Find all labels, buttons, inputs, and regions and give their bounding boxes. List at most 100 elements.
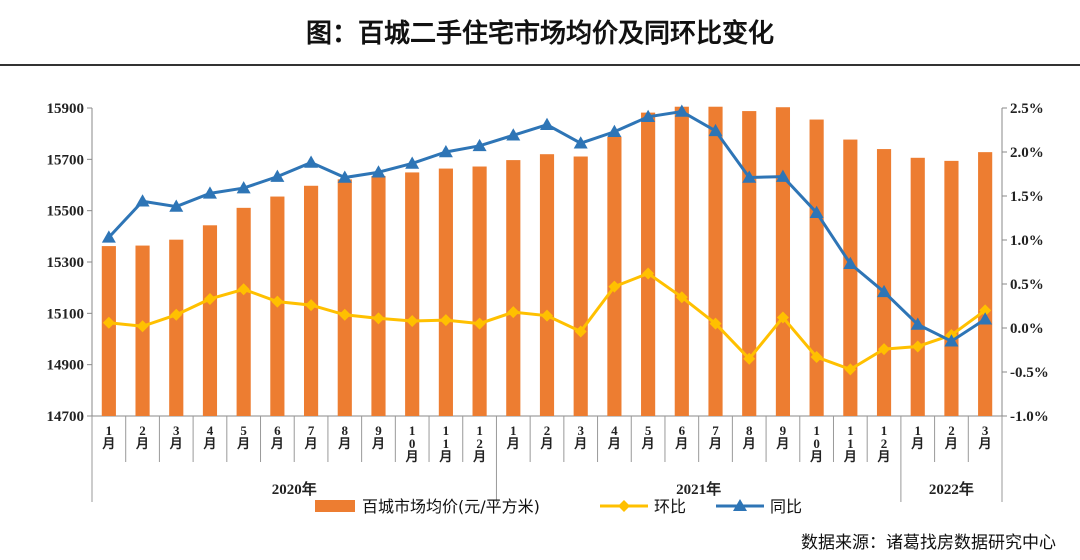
bar bbox=[607, 136, 622, 416]
mom-point bbox=[507, 306, 520, 319]
yoy-point bbox=[708, 123, 723, 137]
yoy-point bbox=[978, 312, 993, 325]
bar bbox=[539, 154, 555, 416]
bar bbox=[674, 106, 689, 416]
y-right-tick-label: 0.5% bbox=[1010, 277, 1044, 293]
mom-point bbox=[170, 308, 183, 321]
yoy-point bbox=[742, 170, 757, 183]
mom-point bbox=[406, 314, 419, 327]
bar bbox=[506, 160, 521, 416]
yoy-point bbox=[674, 104, 689, 117]
y-left-tick-label: 14700 bbox=[47, 409, 85, 425]
mom-point bbox=[271, 295, 284, 308]
legend-swatch-bar bbox=[315, 500, 355, 512]
bar bbox=[843, 139, 858, 416]
year-label: 2022年 bbox=[929, 480, 974, 498]
bar bbox=[169, 239, 184, 416]
bar bbox=[910, 157, 925, 416]
mom-point bbox=[776, 311, 789, 324]
bar bbox=[236, 207, 251, 416]
title-divider bbox=[0, 64, 1080, 66]
bar bbox=[742, 111, 757, 416]
x-axis-labels: 1 月 2 月 3 月 4 月 5 月 6 月 7 月 8 月 9 月 1 0 月 1 1 月 1 2 月 1 月 2 月 3 月 4 月 5 月 6 月 7… bbox=[91, 416, 1003, 502]
yoy-point bbox=[135, 194, 150, 207]
bar bbox=[202, 225, 218, 416]
yoy-point bbox=[573, 136, 588, 149]
bar bbox=[876, 149, 892, 417]
y-right-tick-label: 1.5% bbox=[1010, 189, 1044, 205]
y-left-tick-label: 15700 bbox=[47, 152, 85, 168]
mom-point bbox=[810, 351, 823, 364]
yoy-point bbox=[809, 205, 824, 218]
yoy-point bbox=[641, 109, 656, 123]
year-label: 2021年 bbox=[676, 480, 721, 498]
y-right-tick-label: 2.0% bbox=[1010, 145, 1044, 161]
y-left-tick-label: 14900 bbox=[47, 358, 85, 374]
mom-point bbox=[338, 308, 351, 321]
yoy-point bbox=[910, 317, 925, 330]
bar bbox=[944, 160, 959, 416]
y-left-tick-label: 15100 bbox=[47, 306, 85, 322]
mom-point bbox=[574, 325, 587, 338]
yoy-point bbox=[337, 170, 352, 183]
bar bbox=[438, 168, 453, 416]
mom-point bbox=[844, 363, 857, 376]
bar bbox=[573, 156, 588, 416]
mom-point bbox=[237, 283, 250, 296]
combo-chart: 14700 14900 15100 15300 15500 15700 15900 -1.0%… bbox=[47, 101, 1049, 516]
year-label: 2020年 bbox=[272, 480, 317, 498]
y-left-tick-label: 15300 bbox=[47, 255, 85, 271]
y-left-tick-label: 15900 bbox=[47, 101, 85, 117]
mom-point bbox=[439, 314, 452, 327]
yoy-point bbox=[775, 169, 790, 182]
yoy-point bbox=[371, 165, 386, 178]
legend-label-bar: 百城市场均价(元/平方米) bbox=[362, 497, 540, 516]
mom-point bbox=[372, 312, 385, 325]
yoy-point bbox=[843, 256, 858, 270]
yoy-point bbox=[607, 124, 622, 138]
yoy-point bbox=[304, 155, 319, 168]
mom-point bbox=[203, 292, 216, 305]
yoy-point bbox=[202, 186, 217, 199]
yoy-point bbox=[944, 334, 959, 347]
yoy-point bbox=[270, 169, 285, 182]
bar bbox=[809, 119, 824, 417]
y-right-tick-label: 2.5% bbox=[1010, 101, 1044, 117]
mom-point bbox=[305, 299, 318, 312]
legend-label-mom: 环比 bbox=[654, 497, 686, 516]
yoy-point bbox=[472, 138, 487, 152]
yoy-point bbox=[506, 128, 521, 141]
bar bbox=[337, 179, 352, 416]
chart-title: 图：百城二手住宅市场均价及同环比变化 bbox=[305, 19, 774, 49]
bar bbox=[371, 176, 386, 416]
mom-point bbox=[911, 340, 924, 353]
y-left-tick-label: 15500 bbox=[47, 204, 85, 220]
yoy-point bbox=[540, 117, 554, 130]
yoy-point bbox=[438, 145, 453, 158]
y-right-tick-label: 0.0% bbox=[1010, 321, 1044, 337]
legend-marker-yoy bbox=[733, 499, 747, 511]
yoy-point bbox=[405, 156, 420, 169]
bar bbox=[708, 106, 723, 416]
legend: 百城市场均价(元/平方米) 环比 同比 bbox=[315, 497, 802, 516]
